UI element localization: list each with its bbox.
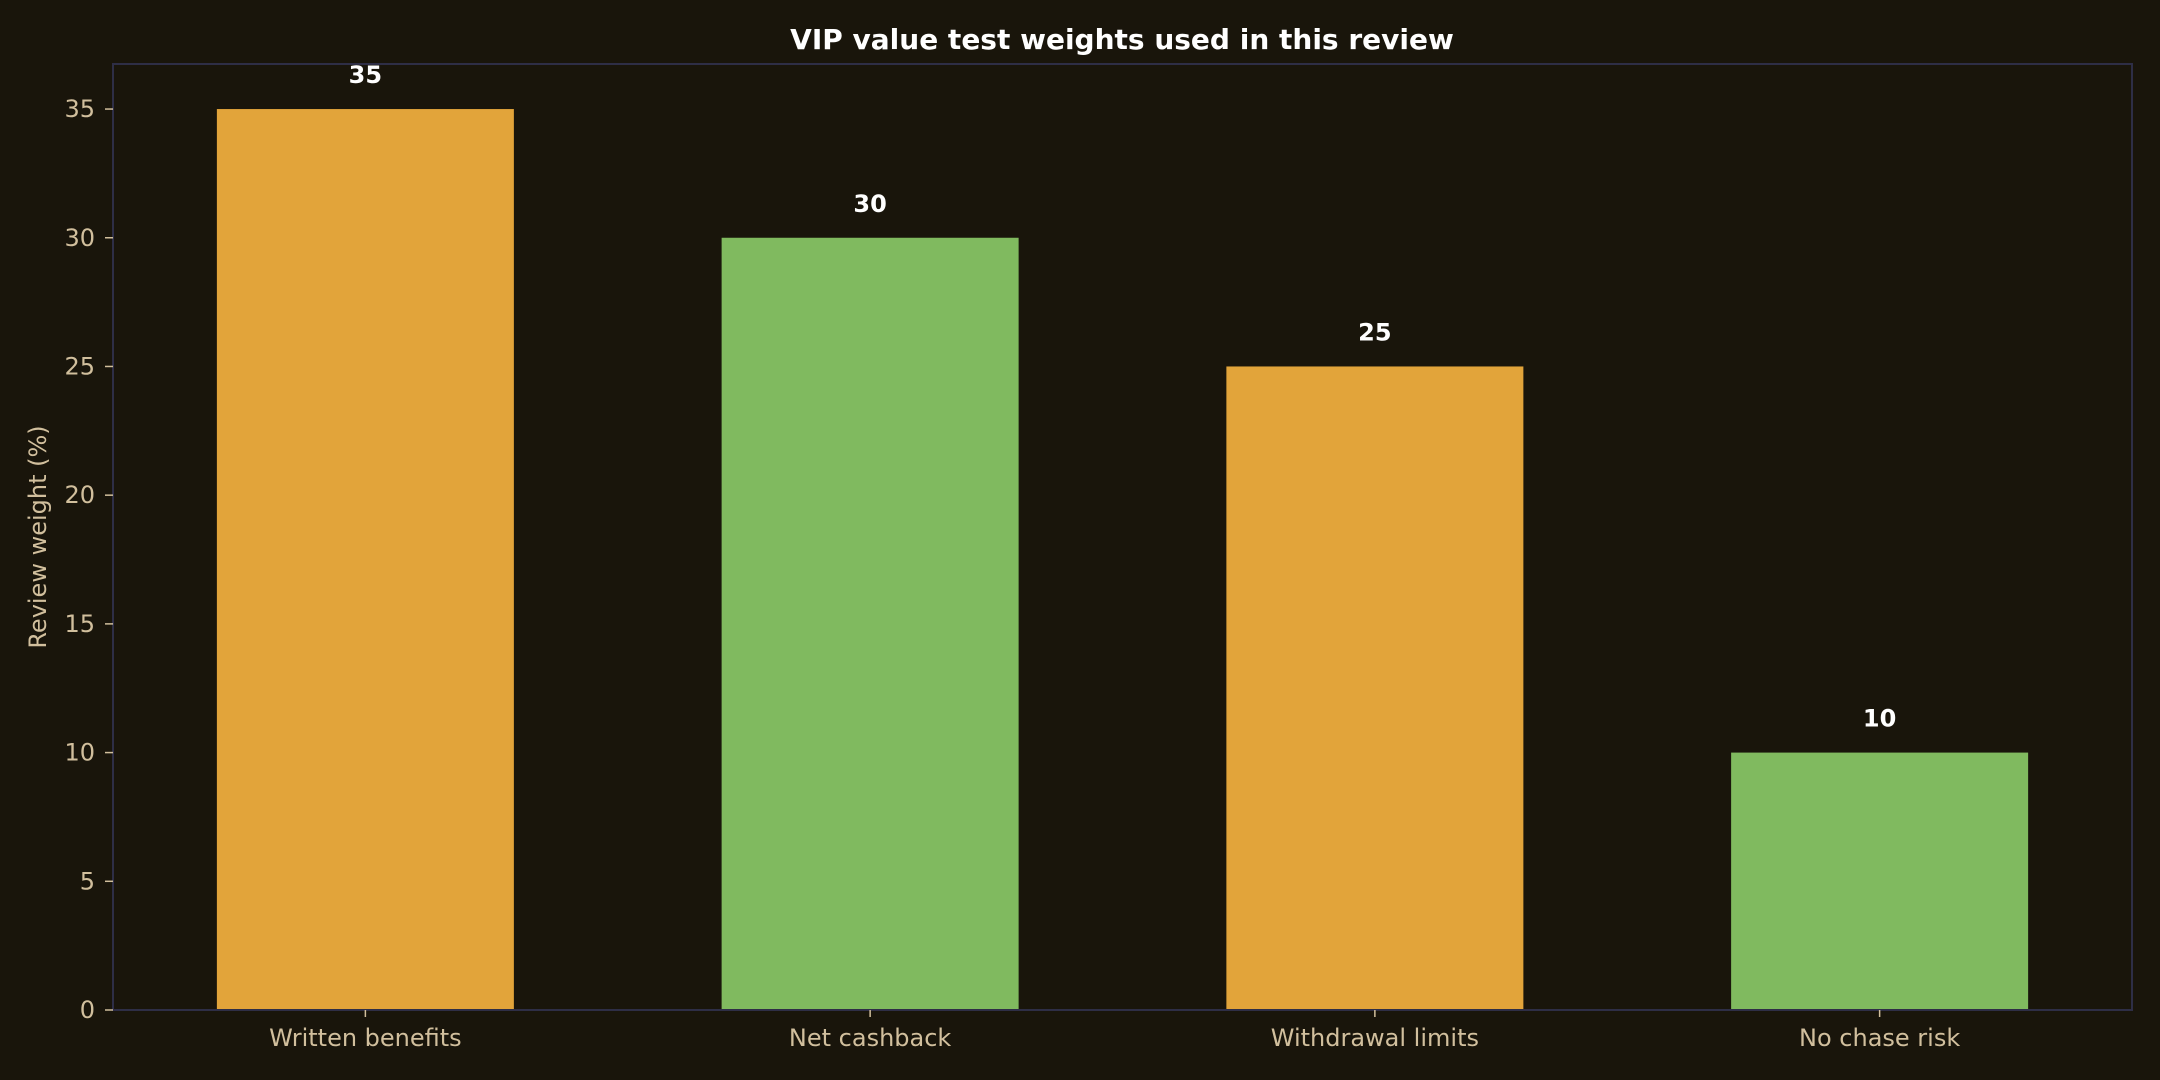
y-tick-label: 30: [64, 224, 95, 252]
y-tick-label: 20: [64, 481, 95, 509]
x-tick-label: Written benefits: [269, 1024, 462, 1052]
y-tick-label: 0: [80, 996, 95, 1024]
bar-written-benefits: [216, 109, 514, 1011]
axes-group: [105, 63, 2133, 1017]
x-tick-label: Withdrawal limits: [1271, 1024, 1479, 1052]
plot-frame: [112, 63, 2133, 1011]
bar-value-label: 25: [1358, 318, 1391, 346]
y-tick-label: 15: [64, 610, 95, 638]
bar-value-label: 35: [349, 61, 382, 89]
y-tick-label: 10: [64, 739, 95, 767]
bar-value-label: 10: [1863, 705, 1896, 733]
bars-group: [216, 109, 2029, 1011]
x-tick-label: Net cashback: [789, 1024, 952, 1052]
y-tick-label: 35: [64, 95, 95, 123]
bar-net-cashback: [721, 237, 1019, 1010]
y-tick-label: 25: [64, 352, 95, 380]
labels-group: 35 Written benefits 30 Net cashback 25 Withdr…: [64, 61, 1960, 1052]
y-tick-label: 5: [80, 867, 95, 895]
bar-value-label: 30: [853, 190, 886, 218]
bar-no-chase-risk: [1731, 752, 2029, 1010]
bar-withdrawal-limits: [1226, 366, 1524, 1010]
x-tick-label: No chase risk: [1799, 1024, 1960, 1052]
y-axis-label: Review weight (%): [24, 425, 52, 648]
chart-title: VIP value test weights used in this revi…: [790, 23, 1454, 56]
